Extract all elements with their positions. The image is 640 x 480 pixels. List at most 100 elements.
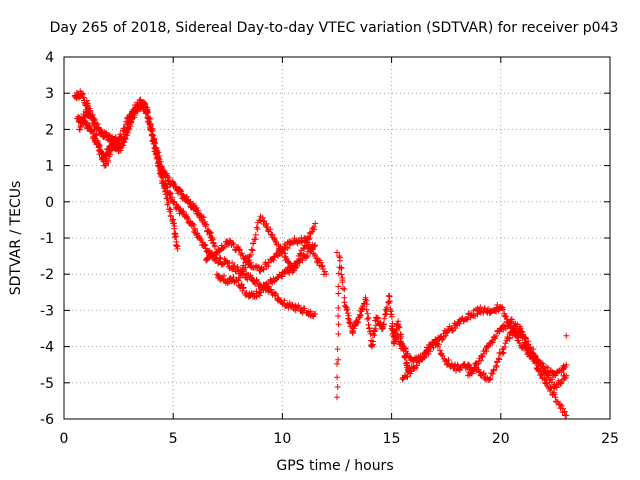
data-point <box>265 283 272 290</box>
data-point <box>338 271 345 278</box>
data-point <box>520 331 527 338</box>
x-tick-label: 25 <box>601 431 619 447</box>
data-point <box>335 321 342 328</box>
data-point <box>236 246 243 253</box>
data-point <box>334 346 341 353</box>
data-point <box>335 283 342 290</box>
data-point <box>402 346 409 352</box>
data-point <box>549 376 556 383</box>
data-point <box>296 304 302 310</box>
data-point <box>359 305 366 311</box>
data-point <box>246 253 253 260</box>
data-point <box>167 190 174 197</box>
data-point <box>317 259 324 266</box>
x-axis-label: GPS time / hours <box>276 458 393 474</box>
data-point <box>249 275 255 282</box>
data-point <box>164 183 170 190</box>
data-point <box>430 341 437 348</box>
data-point <box>552 394 559 401</box>
data-point <box>439 352 446 359</box>
data-point <box>514 332 520 339</box>
data-point <box>438 336 445 343</box>
data-point <box>304 239 311 246</box>
data-point <box>477 369 483 375</box>
data-point <box>229 266 236 273</box>
data-point <box>383 304 390 311</box>
data-point <box>80 94 87 101</box>
data-points <box>71 88 570 419</box>
data-point <box>105 157 111 164</box>
data-point <box>249 247 256 254</box>
x-tick-label: 10 <box>273 431 291 447</box>
data-point <box>414 362 421 369</box>
data-point <box>474 361 481 368</box>
data-point <box>341 299 348 306</box>
data-point <box>478 357 484 364</box>
y-tick-label: -5 <box>40 376 54 392</box>
data-point <box>312 311 319 317</box>
data-point <box>221 272 227 279</box>
data-point <box>189 220 196 227</box>
data-point <box>238 250 245 257</box>
data-point <box>345 315 352 322</box>
data-point <box>381 315 388 322</box>
data-point <box>483 348 490 355</box>
data-point <box>174 245 181 252</box>
data-point <box>380 321 387 328</box>
data-point <box>229 259 236 266</box>
data-point <box>260 287 267 293</box>
data-point <box>248 274 255 281</box>
y-tick-label: 2 <box>45 122 54 138</box>
data-point <box>231 263 238 269</box>
data-point <box>217 255 224 262</box>
y-tick-label: -1 <box>40 231 54 247</box>
data-point <box>94 138 101 145</box>
data-point <box>336 257 343 264</box>
data-point <box>334 374 341 381</box>
y-tick-label: -4 <box>40 340 54 356</box>
data-point <box>454 361 461 368</box>
data-point <box>401 345 408 351</box>
data-point <box>190 221 197 228</box>
data-point <box>335 305 342 311</box>
data-point <box>252 231 259 238</box>
data-point <box>386 298 393 305</box>
data-point <box>494 301 501 308</box>
data-point <box>253 293 260 300</box>
data-point <box>146 116 153 123</box>
isolated-data-point <box>334 249 340 256</box>
data-point <box>160 173 166 180</box>
data-point <box>369 342 375 349</box>
data-point <box>377 319 384 326</box>
data-point <box>284 245 291 252</box>
data-point <box>230 274 237 281</box>
data-point <box>235 247 242 254</box>
data-point <box>272 292 279 298</box>
data-point <box>151 138 158 145</box>
data-point <box>335 330 342 337</box>
data-point <box>169 194 176 201</box>
data-point <box>222 243 229 250</box>
data-point <box>305 236 312 243</box>
x-tick-label: 15 <box>383 431 401 447</box>
data-point <box>154 150 161 157</box>
data-point <box>195 207 202 214</box>
data-point <box>501 344 508 351</box>
series-arc-early-c <box>76 99 319 320</box>
x-tick-label: 20 <box>492 431 510 447</box>
data-point <box>299 257 306 264</box>
data-point <box>334 360 340 367</box>
data-point <box>211 242 218 249</box>
data-point <box>250 240 257 247</box>
data-point <box>517 325 524 332</box>
data-point <box>270 257 277 264</box>
data-point <box>121 138 128 145</box>
data-point <box>435 341 442 348</box>
data-point <box>248 246 255 253</box>
data-point <box>106 148 113 155</box>
data-point <box>260 265 266 272</box>
data-point <box>144 110 151 117</box>
data-point <box>344 310 351 317</box>
data-point <box>334 384 341 390</box>
